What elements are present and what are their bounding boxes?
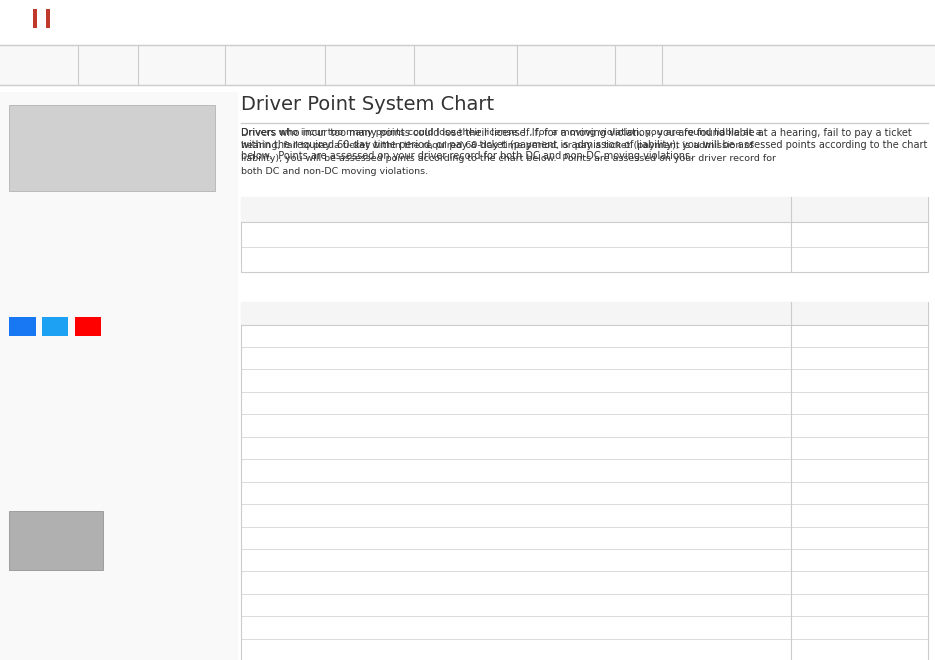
Text: 5: 5 [856, 555, 863, 565]
Text: DC license revoked, lose driving privileges until DMV reinstates license (at lea: DC license revoked, lose driving privile… [246, 255, 770, 265]
Text: Speed 21 miles per hour or more above posted speed limit: Speed 21 miles per hour or more above po… [246, 578, 534, 587]
Text: Commit a misdemeanor crime involving the use of a motor vehicle: Commit a misdemeanor crime involving the… [246, 622, 573, 632]
Text: Drivers who incur too many points could lose their license. If, for a moving vio: Drivers who incur too many points could … [241, 128, 762, 137]
Text: dmv@dc.gov: dmv@dc.gov [44, 292, 108, 302]
Text: DC: DC [5, 7, 33, 26]
Text: Speed 16-20 miles per hour above posted speed: Speed 16-20 miles per hour above posted … [246, 488, 483, 498]
Text: Commit violations that contribute to an accident: Commit violations that contribute to an … [246, 443, 484, 453]
Text: ▶: ▶ [84, 321, 92, 331]
Text: Forms: Forms [626, 60, 658, 70]
Text: Online Services: Online Services [150, 60, 231, 70]
Text: .gov: .gov [5, 22, 29, 33]
Text: 6: 6 [856, 645, 863, 655]
Text: Fail to yield to an emergency vehicle: Fail to yield to an emergency vehicle [246, 645, 425, 655]
Text: Penalties for Excessive Points: Penalties for Excessive Points [246, 205, 423, 214]
Text: 4: 4 [856, 488, 863, 498]
Text: Vehicle Services ▾: Vehicle Services ▾ [337, 60, 430, 70]
Text: Follow another vehicle too closely: Follow another vehicle too closely [246, 331, 411, 341]
Text: 6: 6 [856, 622, 863, 632]
Text: Service Locations in the About section.: Service Locations in the About section. [9, 236, 200, 246]
Text: f: f [21, 321, 24, 331]
Text: About DMV ▾: About DMV ▾ [673, 60, 740, 70]
Text: 12 or more: 12 or more [833, 255, 886, 265]
Text: Phone: (202) 737-4404: Phone: (202) 737-4404 [9, 263, 122, 273]
Text: Operate a vehicle with a license expired less than 90 days: Operate a vehicle with a license expired… [246, 376, 532, 385]
Text: 2 - 3: 2 - 3 [849, 398, 870, 408]
Text: Spanish (Español): Spanish (Español) [9, 461, 97, 471]
Text: Director's Biography: Director's Biography [9, 577, 109, 587]
Text: Varies by location. Please see DMV: Varies by location. Please see DMV [9, 222, 180, 232]
Text: You may incur points if you:: You may incur points if you: [246, 308, 410, 318]
Text: 2: 2 [856, 353, 863, 363]
Text: Fail to give right-of-way to a pedestrian: Fail to give right-of-way to a pedestria… [246, 600, 438, 610]
Text: Commit any moving violation that does not contribute to an accident and is not l: Commit any moving violation that does no… [246, 398, 698, 408]
Text: Fail to stop for a school vehicle with alternately flashing lights: Fail to stop for a school vehicle with a… [246, 510, 549, 520]
Text: Total Points: Total Points [796, 205, 865, 214]
Text: Chinese (中文): Chinese (中文) [9, 412, 71, 422]
Text: DMV Home: DMV Home [23, 60, 81, 70]
Text: Ticket Services ▾: Ticket Services ▾ [425, 60, 512, 70]
Text: 5: 5 [856, 600, 863, 610]
Text: Agency Performance: Agency Performance [9, 369, 118, 379]
Text: TTY: 711: TTY: 711 [9, 278, 50, 288]
Text: License and ID ▾: License and ID ▾ [237, 60, 322, 70]
Text: 3: 3 [856, 465, 863, 475]
Text: 5: 5 [856, 578, 863, 587]
Text: 3: 3 [856, 443, 863, 453]
Text: Director: Director [9, 591, 49, 601]
Text: Drivers who incur too many points could lose their license. If, for a moving vio: Drivers who incur too many points could … [241, 128, 928, 161]
Text: both DC and non-DC moving violations.: both DC and non-DC moving violations. [241, 168, 428, 176]
Text: DC
DMV: DC DMV [87, 127, 137, 168]
Text: Vietnamese (Tiếng Việt): Vietnamese (Tiếng Việt) [9, 478, 127, 488]
Text: Services: Services [89, 60, 133, 70]
Text: Driver Point System Chart: Driver Point System Chart [241, 95, 495, 114]
Text: 2: 2 [856, 376, 863, 385]
Text: Fail to comply with seatbelt law: Fail to comply with seatbelt law [246, 420, 400, 430]
Text: 4: 4 [856, 510, 863, 520]
Text: Points: Points [796, 308, 833, 318]
Text: French (Français): French (Français) [9, 428, 93, 438]
Text: liability), you will be assessed points according to the chart below.  Points ar: liability), you will be assessed points … [241, 154, 776, 163]
Text: hearing, fail to pay a ticket within the required 60-day time period, or pay a t: hearing, fail to pay a ticket within the… [241, 141, 754, 150]
Text: 3: 3 [856, 420, 863, 430]
Text: Ask the Director: Ask the Director [9, 352, 94, 362]
Text: Department of Motor Vehicles: Department of Motor Vehicles [70, 11, 362, 29]
Text: Email:: Email: [9, 292, 43, 302]
Text: Operate a motor vehicle in violation of a restriction on your license: Operate a motor vehicle in violation of … [246, 533, 574, 543]
Text: Korean (한국어): Korean (한국어) [9, 445, 71, 455]
Text: 4: 4 [856, 533, 863, 543]
Text: Operate a vehicle with a learner permit unaccompanied by a licensed driver: Operate a vehicle with a learner permit … [246, 555, 620, 565]
Text: t: t [53, 321, 57, 331]
Text: Business Services ▾: Business Services ▾ [528, 60, 630, 70]
Text: Operate a vehicle with an improper class of license: Operate a vehicle with an improper class… [246, 353, 496, 363]
Text: 10-11: 10-11 [846, 230, 873, 240]
Text: 2: 2 [856, 331, 863, 341]
Text: Speed 11-15 miles per hour above posted speed limit: Speed 11-15 miles per hour above posted … [246, 465, 509, 475]
Text: Amharic (አማርኛ): Amharic (አማርኛ) [9, 395, 84, 405]
Text: DC license suspended, lose driving privileges for 90 days: DC license suspended, lose driving privi… [246, 230, 525, 240]
Text: Office Hours: Office Hours [9, 207, 78, 217]
